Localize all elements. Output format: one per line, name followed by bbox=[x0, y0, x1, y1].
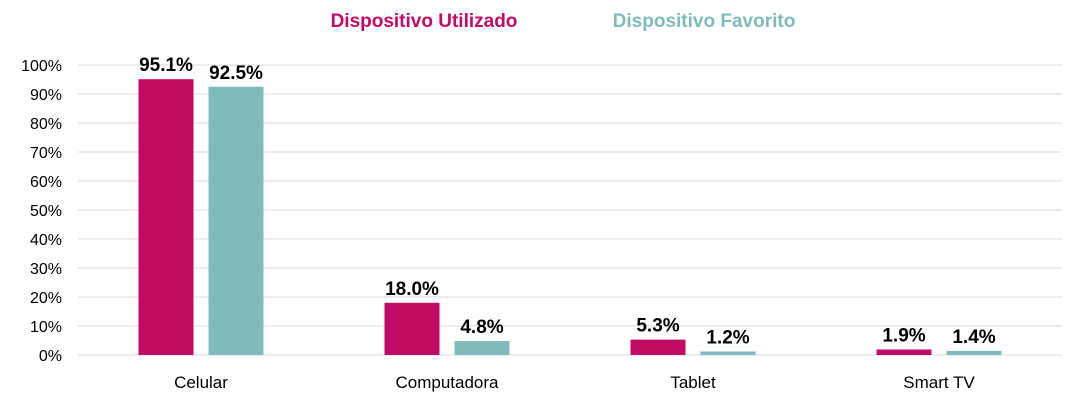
bar-celular-favorito bbox=[208, 86, 264, 355]
y-tick-label: 0% bbox=[39, 348, 62, 365]
legend-item-dispositivo-favorito: Dispositivo Favorito bbox=[613, 11, 796, 32]
data-label: 95.1% bbox=[139, 55, 193, 76]
category-labels: Celular Computadora Tablet Smart TV bbox=[174, 373, 975, 392]
legend-item-dispositivo-utilizado: Dispositivo Utilizado bbox=[331, 11, 518, 32]
y-tick-label: 60% bbox=[30, 174, 62, 191]
data-label: 1.4% bbox=[952, 327, 995, 348]
bars bbox=[138, 79, 1002, 356]
data-label: 5.3% bbox=[636, 316, 679, 337]
y-tick-label: 40% bbox=[30, 232, 62, 249]
y-tick-label: 10% bbox=[30, 319, 62, 336]
bar-tablet-favorito bbox=[700, 351, 756, 355]
category-label: Smart TV bbox=[903, 373, 975, 392]
data-label: 4.8% bbox=[460, 317, 503, 338]
y-tick-label: 30% bbox=[30, 261, 62, 278]
y-tick-label: 20% bbox=[30, 290, 62, 307]
y-tick-label: 90% bbox=[30, 87, 62, 104]
y-tick-label: 50% bbox=[30, 203, 62, 220]
data-label: 92.5% bbox=[209, 63, 263, 84]
data-label: 1.9% bbox=[882, 325, 925, 346]
category-label: Tablet bbox=[670, 373, 716, 392]
y-tick-label: 70% bbox=[30, 145, 62, 162]
category-label: Celular bbox=[174, 373, 228, 392]
data-label: 1.2% bbox=[706, 328, 749, 349]
bar-smart-tv-favorito bbox=[946, 350, 1002, 355]
y-axis-ticks: 0% 10% 20% 30% 40% 50% 60% 70% 80% 90% 100% bbox=[21, 58, 62, 365]
bar-computadora-favorito bbox=[454, 341, 510, 355]
data-labels: 95.1% 92.5% 18.0% 4.8% 5.3% 1.2% 1.9% 1.4% bbox=[139, 55, 996, 348]
bar-celular-utilizado bbox=[138, 79, 194, 356]
bar-computadora-utilizado bbox=[384, 302, 440, 355]
category-label: Computadora bbox=[395, 373, 499, 392]
legend: Dispositivo Utilizado Dispositivo Favori… bbox=[331, 11, 796, 32]
y-tick-label: 80% bbox=[30, 116, 62, 133]
bar-smart-tv-utilizado bbox=[876, 349, 932, 355]
data-label: 18.0% bbox=[385, 279, 439, 300]
y-tick-label: 100% bbox=[21, 58, 62, 75]
bar-tablet-utilizado bbox=[630, 339, 686, 355]
